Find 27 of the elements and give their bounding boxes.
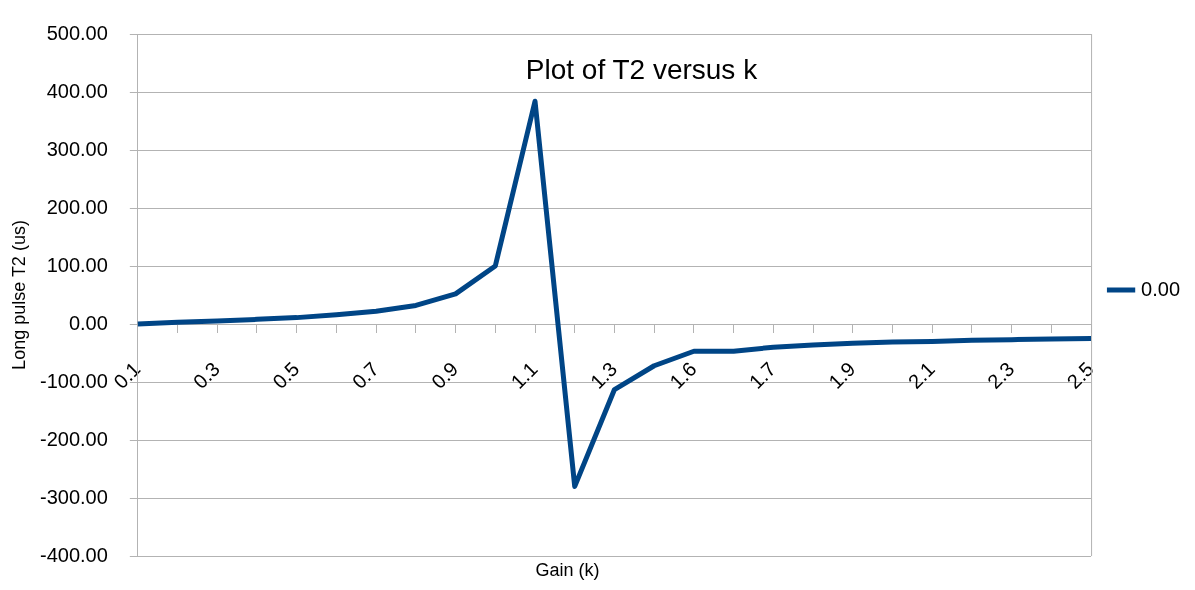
x-tick-label: 2.3 xyxy=(983,357,1019,393)
x-tick-label: 0.5 xyxy=(268,357,304,393)
x-tick-label: 1.6 xyxy=(665,357,701,393)
y-tick-label: 100.00 xyxy=(46,253,108,276)
x-tick-label: 0.7 xyxy=(347,357,383,393)
x-tick-label: 1.1 xyxy=(506,357,542,393)
y-tick-label: -200.00 xyxy=(39,427,108,450)
y-tick-label: -100.00 xyxy=(39,369,108,392)
y-tick-label: -300.00 xyxy=(39,485,108,508)
y-tick-label: -400.00 xyxy=(39,543,108,566)
legend-label: 0.00 xyxy=(1141,277,1181,300)
x-tick-label: 2.1 xyxy=(903,357,939,393)
x-tick-label: 0.9 xyxy=(427,357,463,393)
x-tick-label: 2.5 xyxy=(1062,357,1098,393)
x-tick-label: 1.7 xyxy=(744,357,781,393)
y-axis-title: Long pulse T2 (us) xyxy=(8,220,29,370)
x-axis-title: Gain (k) xyxy=(535,559,600,580)
y-tick-label: 400.00 xyxy=(46,79,108,102)
x-tick-label: 0.3 xyxy=(188,357,224,393)
y-tick-label: 300.00 xyxy=(46,137,108,160)
y-tick-label: 200.00 xyxy=(46,195,108,218)
x-tick-label: 1.3 xyxy=(585,357,622,393)
y-tick-label: 500.00 xyxy=(46,21,108,44)
x-tick-label: 0.1 xyxy=(109,357,145,393)
text: Plot of T2 versus k xyxy=(525,53,759,85)
x-tick-label: 1.9 xyxy=(824,357,860,393)
y-tick-label: 0.00 xyxy=(68,311,108,334)
